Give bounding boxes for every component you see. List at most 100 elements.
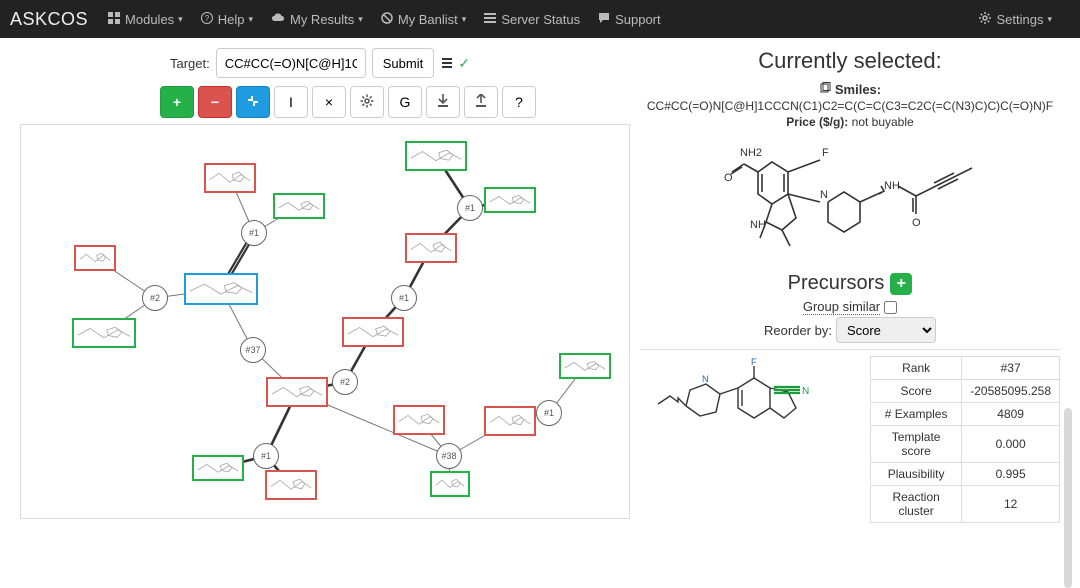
collapse-button[interactable] xyxy=(236,86,270,118)
precursors-title: Precursors + xyxy=(788,272,913,295)
table-row: Reaction cluster12 xyxy=(871,486,1060,523)
help-button[interactable]: ? xyxy=(502,86,536,118)
table-row: Plausibility0.995 xyxy=(871,463,1060,486)
nav-modules[interactable]: Modules ▾ xyxy=(108,12,183,27)
scrollbar[interactable] xyxy=(1064,408,1072,588)
svg-text:F: F xyxy=(822,147,829,159)
graph-chemical-node[interactable] xyxy=(430,471,470,497)
nav-help[interactable]: ? Help ▾ xyxy=(201,12,253,27)
reorder-label: Reorder by: xyxy=(764,323,832,338)
graph-chemical-node[interactable] xyxy=(192,455,244,481)
ban-icon xyxy=(381,12,393,27)
graph-chemical-node[interactable] xyxy=(405,233,457,263)
nav-label: My Banlist xyxy=(398,12,458,27)
graph-reaction-node[interactable]: #1 xyxy=(253,443,279,469)
svg-text:N: N xyxy=(802,386,809,397)
graph-chemical-node[interactable] xyxy=(265,470,317,500)
smiles-value: CC#CC(=O)N[C@H]1CCCN(C1)C2=C(C=C(C3=C2C(… xyxy=(640,99,1060,113)
clear-button[interactable]: × xyxy=(312,86,346,118)
cloud-icon xyxy=(271,12,285,27)
nav-label: Modules xyxy=(125,12,174,27)
nav-serverstatus[interactable]: Server Status xyxy=(484,12,580,27)
remove-button[interactable]: − xyxy=(198,86,232,118)
nav-support[interactable]: Support xyxy=(598,12,661,27)
group-similar-checkbox[interactable] xyxy=(884,301,897,314)
grid-icon xyxy=(108,12,120,27)
nav-label: Settings xyxy=(996,12,1043,27)
table-row: Template score0.000 xyxy=(871,426,1060,463)
graph-chemical-node[interactable] xyxy=(266,377,328,407)
expand-button[interactable]: + xyxy=(160,86,194,118)
graph-reaction-node[interactable]: #38 xyxy=(436,443,462,469)
precursor-card[interactable]: N F N Ra xyxy=(640,349,1060,523)
check-icon: ✓ xyxy=(458,55,470,72)
upload-button[interactable] xyxy=(464,86,498,118)
submit-button[interactable]: Submit xyxy=(372,48,434,78)
nav-banlist[interactable]: My Banlist ▾ xyxy=(381,12,467,27)
graph-chemical-node[interactable] xyxy=(405,141,467,171)
reorder-select[interactable]: Score xyxy=(836,317,936,343)
graph-reaction-node[interactable]: #1 xyxy=(241,220,267,246)
details-title: Currently selected: xyxy=(640,48,1060,74)
graph-reaction-node[interactable]: #1 xyxy=(536,400,562,426)
navbar: ASKCOS Modules ▾ ? Help ▾ My Results ▾ M… xyxy=(0,0,1080,38)
target-label: Target: xyxy=(170,56,210,71)
graph-chemical-node[interactable] xyxy=(204,163,256,193)
graph-chemical-node[interactable] xyxy=(484,187,536,213)
selected-molecule: NH2 O NH F N xyxy=(640,131,1060,266)
toolbar: + − I × G ? xyxy=(20,86,630,118)
graph-reaction-node[interactable]: #2 xyxy=(142,285,168,311)
gear-icon xyxy=(979,12,991,27)
table-row: # Examples4809 xyxy=(871,403,1060,426)
retrosynthesis-graph[interactable]: #1 #1 #2 #1 #37 #2 #1 #1 #38 xyxy=(20,124,630,519)
gear-icon xyxy=(360,94,374,111)
svg-text:O: O xyxy=(912,217,921,229)
group-similar-label: Group similar xyxy=(803,299,880,315)
nav-settings[interactable]: Settings ▾ xyxy=(979,12,1052,27)
svg-text:NH2: NH2 xyxy=(740,147,762,159)
caret-icon: ▾ xyxy=(178,14,183,25)
options-list-icon[interactable]: ✓ xyxy=(442,55,470,72)
brand: ASKCOS xyxy=(10,9,88,30)
graph-chemical-node[interactable] xyxy=(559,353,611,379)
graph-chemical-node[interactable] xyxy=(72,318,136,348)
details-panel: Currently selected: Smiles: CC#CC(=O)N[C… xyxy=(640,48,1060,523)
comment-icon xyxy=(598,12,610,27)
caret-icon: ▾ xyxy=(248,14,253,25)
settings-button[interactable] xyxy=(350,86,384,118)
graph-reaction-node[interactable]: #1 xyxy=(391,285,417,311)
graph-reaction-node[interactable]: #1 xyxy=(457,195,483,221)
graph-chemical-node[interactable] xyxy=(393,405,445,435)
graph-chemical-node[interactable] xyxy=(342,317,404,347)
download-icon xyxy=(437,94,449,111)
copy-icon[interactable] xyxy=(819,82,831,97)
svg-text:?: ? xyxy=(204,14,209,23)
precursor-molecule: N F N xyxy=(640,356,840,466)
nav-myresults[interactable]: My Results ▾ xyxy=(271,12,363,27)
help-icon: ? xyxy=(201,12,213,27)
g-button[interactable]: G xyxy=(388,86,422,118)
nav-label: My Results xyxy=(290,12,354,27)
svg-text:F: F xyxy=(751,357,757,367)
graph-chemical-node[interactable] xyxy=(184,273,258,305)
table-row: Rank#37 xyxy=(871,357,1060,380)
graph-chemical-node[interactable] xyxy=(273,193,325,219)
collapse-icon xyxy=(246,94,260,111)
caret-icon: ▾ xyxy=(1047,14,1052,25)
info-button[interactable]: I xyxy=(274,86,308,118)
graph-chemical-node[interactable] xyxy=(74,245,116,271)
smiles-label: Smiles: xyxy=(819,82,881,97)
add-precursors-button[interactable]: + xyxy=(890,273,912,295)
graph-chemical-node[interactable] xyxy=(484,406,536,436)
svg-text:N: N xyxy=(702,374,709,384)
target-row: Target: Submit ✓ xyxy=(20,48,630,78)
precursor-properties-table: Rank#37Score-20585095.258# Examples4809T… xyxy=(870,356,1060,523)
nav-label: Help xyxy=(218,12,245,27)
nav-label: Support xyxy=(615,12,661,27)
graph-reaction-node[interactable]: #37 xyxy=(240,337,266,363)
svg-text:N: N xyxy=(820,189,828,201)
download-button[interactable] xyxy=(426,86,460,118)
graph-reaction-node[interactable]: #2 xyxy=(332,369,358,395)
table-row: Score-20585095.258 xyxy=(871,380,1060,403)
target-input[interactable] xyxy=(216,48,366,78)
